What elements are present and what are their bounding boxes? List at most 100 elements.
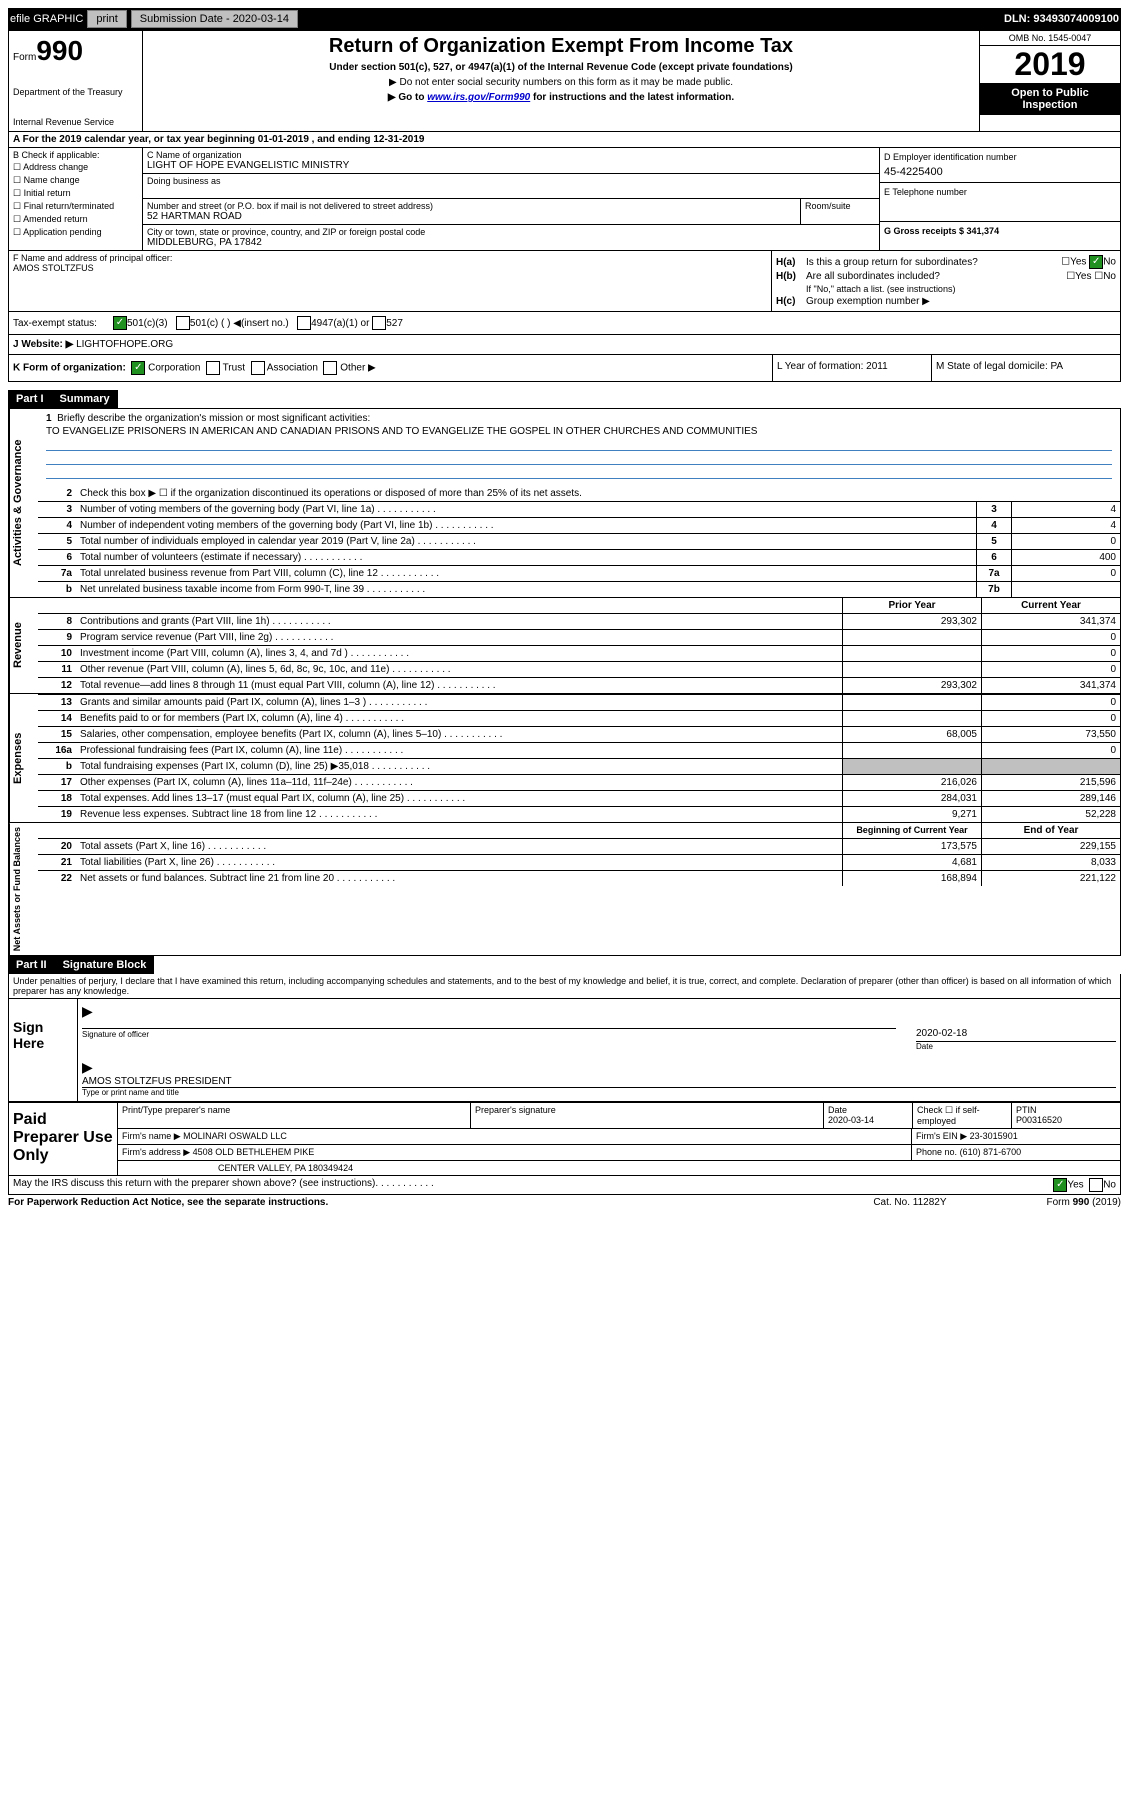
irs-link[interactable]: www.irs.gov/Form990 bbox=[427, 92, 530, 103]
side-rev: Revenue bbox=[9, 598, 38, 693]
irs-label: Internal Revenue Service bbox=[13, 117, 138, 127]
tax-exempt-row: Tax-exempt status: ✓ 501(c)(3) 501(c) ( … bbox=[8, 312, 1121, 335]
line-9: 9Program service revenue (Part VIII, lin… bbox=[38, 629, 1120, 645]
discuss-question: May the IRS discuss this return with the… bbox=[13, 1178, 375, 1192]
chk-final[interactable]: ☐ Final return/terminated bbox=[13, 201, 138, 212]
dln: DLN: 93493074009100 bbox=[1004, 13, 1119, 25]
line-10: 10Investment income (Part VIII, column (… bbox=[38, 645, 1120, 661]
curr-header: Current Year bbox=[981, 598, 1120, 613]
name-label: C Name of organization bbox=[147, 150, 875, 160]
chk-initial[interactable]: ☐ Initial return bbox=[13, 188, 138, 199]
chk-discuss-no[interactable] bbox=[1089, 1178, 1103, 1192]
chk-discuss-yes[interactable]: ✓ bbox=[1053, 1178, 1067, 1192]
chk-name[interactable]: ☐ Name change bbox=[13, 175, 138, 186]
officer-name: AMOS STOLTZFUS bbox=[13, 263, 767, 273]
mission-text: TO EVANGELIZE PRISONERS IN AMERICAN AND … bbox=[46, 426, 1112, 437]
chk-pending[interactable]: ☐ Application pending bbox=[13, 227, 138, 238]
footer: For Paperwork Reduction Act Notice, see … bbox=[8, 1195, 1121, 1210]
form-header: Form990 Department of the Treasury Inter… bbox=[8, 30, 1121, 132]
expenses-section: Expenses 13Grants and similar amounts pa… bbox=[8, 694, 1121, 823]
firm-ein: 23-3015901 bbox=[970, 1131, 1018, 1141]
line-12: 12Total revenue—add lines 8 through 11 (… bbox=[38, 677, 1120, 693]
line-7a: 7aTotal unrelated business revenue from … bbox=[38, 565, 1120, 581]
form-number: 990 bbox=[36, 35, 83, 66]
website-value: LIGHTOFHOPE.ORG bbox=[76, 339, 173, 350]
begin-header: Beginning of Current Year bbox=[842, 823, 981, 838]
ein-label: D Employer identification number bbox=[884, 152, 1116, 162]
signature-block: Under penalties of perjury, I declare th… bbox=[8, 974, 1121, 1195]
subtitle: Under section 501(c), 527, or 4947(a)(1)… bbox=[147, 62, 975, 73]
org-address: 52 HARTMAN ROAD bbox=[147, 211, 796, 222]
gross-receipts: G Gross receipts $ 341,374 bbox=[884, 226, 999, 236]
line-18: 18Total expenses. Add lines 13–17 (must … bbox=[38, 790, 1120, 806]
part1-header: Part ISummary bbox=[8, 390, 1121, 408]
row-a: A For the 2019 calendar year, or tax yea… bbox=[8, 132, 1121, 148]
tax-year: 2019 bbox=[980, 46, 1120, 83]
line-6: 6Total number of volunteers (estimate if… bbox=[38, 549, 1120, 565]
line-20: 20Total assets (Part X, line 16)173,5752… bbox=[38, 838, 1120, 854]
ein-value: 45-4225400 bbox=[884, 166, 1116, 178]
dba-label: Doing business as bbox=[147, 176, 875, 186]
form-label: Form bbox=[13, 52, 36, 63]
line-17: 17Other expenses (Part IX, column (A), l… bbox=[38, 774, 1120, 790]
open-public: Open to Public Inspection bbox=[980, 83, 1120, 115]
submission-date: Submission Date - 2020-03-14 bbox=[131, 10, 298, 28]
efile-label: efile GRAPHIC bbox=[10, 13, 83, 25]
top-bar: efile GRAPHIC print Submission Date - 20… bbox=[8, 8, 1121, 30]
omb-number: OMB No. 1545-0047 bbox=[980, 31, 1120, 46]
ptin: P00316520 bbox=[1016, 1115, 1062, 1125]
line-4: 4Number of independent voting members of… bbox=[38, 517, 1120, 533]
line-22: 22Net assets or fund balances. Subtract … bbox=[38, 870, 1120, 886]
firm-name: MOLINARI OSWALD LLC bbox=[183, 1131, 287, 1141]
chk-corp[interactable]: ✓ bbox=[131, 361, 145, 375]
chk-trust[interactable] bbox=[206, 361, 220, 375]
chk-527[interactable] bbox=[372, 316, 386, 330]
line-11: 11Other revenue (Part VIII, column (A), … bbox=[38, 661, 1120, 677]
website-row: J Website: ▶ LIGHTOFHOPE.ORG bbox=[8, 335, 1121, 355]
side-exp: Expenses bbox=[9, 694, 38, 822]
netassets-section: Net Assets or Fund Balances Beginning of… bbox=[8, 823, 1121, 956]
revenue-section: Revenue Prior Year Current Year 8Contrib… bbox=[8, 598, 1121, 694]
org-name: LIGHT OF HOPE EVANGELISTIC MINISTRY bbox=[147, 160, 875, 171]
room-label: Room/suite bbox=[800, 199, 879, 224]
org-city: MIDDLEBURG, PA 17842 bbox=[147, 237, 875, 248]
main-title: Return of Organization Exempt From Incom… bbox=[147, 35, 975, 58]
note-line1: ▶ Do not enter social security numbers o… bbox=[147, 77, 975, 88]
line-16a: 16aProfessional fundraising fees (Part I… bbox=[38, 742, 1120, 758]
state-domicile: M State of legal domicile: PA bbox=[931, 355, 1120, 381]
chk-address[interactable]: ☐ Address change bbox=[13, 162, 138, 173]
sig-officer-label: Signature of officer bbox=[82, 1028, 896, 1051]
print-button[interactable]: print bbox=[87, 10, 126, 28]
line-5: 5Total number of individuals employed in… bbox=[38, 533, 1120, 549]
year-formation: L Year of formation: 2011 bbox=[772, 355, 931, 381]
officer-title: AMOS STOLTZFUS PRESIDENT bbox=[82, 1076, 1116, 1087]
dept-treasury: Department of the Treasury bbox=[13, 87, 138, 97]
chk-4947[interactable] bbox=[297, 316, 311, 330]
firm-addr: 4508 OLD BETHLEHEM PIKE bbox=[193, 1147, 315, 1157]
sig-date: 2020-02-18 bbox=[916, 1028, 1116, 1039]
chk-other[interactable] bbox=[323, 361, 337, 375]
addr-label: Number and street (or P.O. box if mail i… bbox=[147, 201, 796, 211]
chk-assoc[interactable] bbox=[251, 361, 265, 375]
end-header: End of Year bbox=[981, 823, 1120, 838]
chk-501c[interactable] bbox=[176, 316, 190, 330]
line-15: 15Salaries, other compensation, employee… bbox=[38, 726, 1120, 742]
line-3: 3Number of voting members of the governi… bbox=[38, 501, 1120, 517]
chk-501c3[interactable]: ✓ bbox=[113, 316, 127, 330]
paid-preparer-label: Paid Preparer Use Only bbox=[9, 1103, 118, 1175]
sign-here: Sign Here bbox=[9, 999, 78, 1101]
part2-header: Part IISignature Block bbox=[8, 956, 1121, 974]
line-b: bNet unrelated business taxable income f… bbox=[38, 581, 1120, 597]
prior-header: Prior Year bbox=[842, 598, 981, 613]
f-label: F Name and address of principal officer: bbox=[13, 253, 767, 263]
firm-phone: (610) 871-6700 bbox=[960, 1147, 1022, 1157]
line-19: 19Revenue less expenses. Subtract line 1… bbox=[38, 806, 1120, 822]
side-ag: Activities & Governance bbox=[9, 409, 38, 597]
line-21: 21Total liabilities (Part X, line 26)4,6… bbox=[38, 854, 1120, 870]
line-8: 8Contributions and grants (Part VIII, li… bbox=[38, 613, 1120, 629]
line-b: bTotal fundraising expenses (Part IX, co… bbox=[38, 758, 1120, 774]
phone-label: E Telephone number bbox=[884, 187, 1116, 197]
note-line2: ▶ Go to www.irs.gov/Form990 for instruct… bbox=[147, 92, 975, 103]
info-grid: B Check if applicable: ☐ Address change … bbox=[8, 148, 1121, 251]
chk-amended[interactable]: ☐ Amended return bbox=[13, 214, 138, 225]
